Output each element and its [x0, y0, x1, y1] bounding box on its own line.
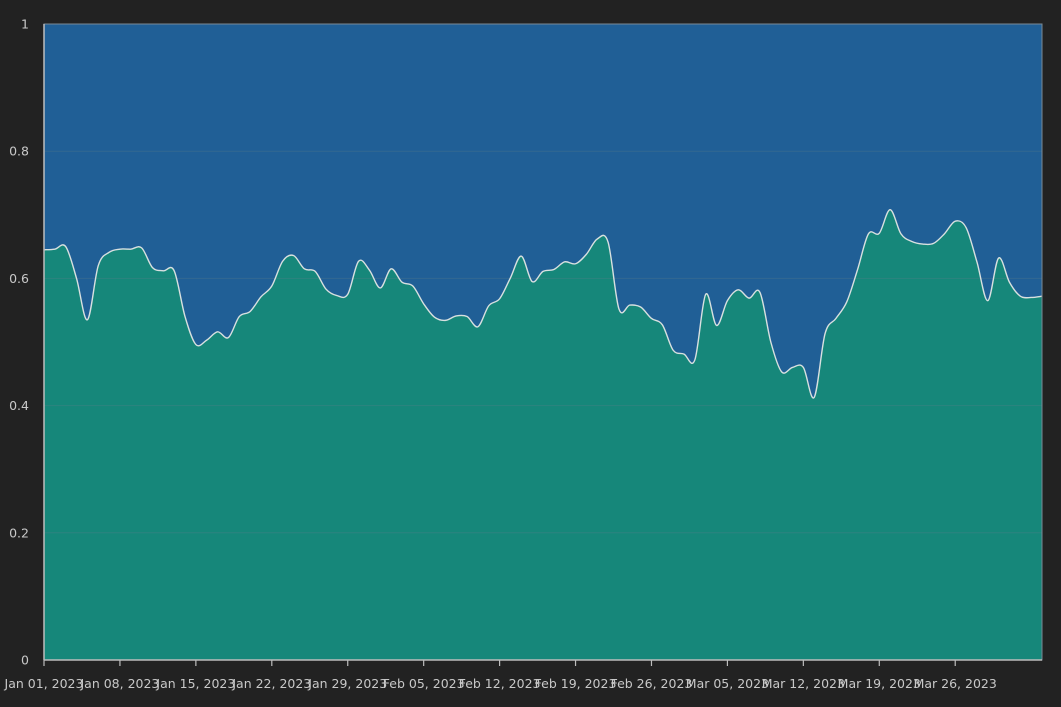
y-tick-label: 0.8 [9, 144, 29, 159]
y-tick-label: 0 [21, 653, 29, 668]
grid-lines [44, 150, 1042, 534]
series-boundary-line [43, 209, 1043, 399]
y-tick-label: 1 [21, 17, 29, 32]
series-area-lower [44, 209, 1042, 660]
axes [43, 23, 1043, 661]
area-layer [44, 24, 1042, 660]
x-tick-label: Feb 12, 2023 [459, 676, 541, 691]
y-tick-label: 0.4 [9, 398, 29, 413]
x-tick-label: Feb 26, 2023 [611, 676, 693, 691]
x-tick-label: Mar 19, 2023 [838, 676, 921, 691]
x-tick-label: Jan 22, 2023 [231, 676, 311, 691]
x-tick-label: Mar 12, 2023 [762, 676, 845, 691]
series-area-upper [44, 24, 1042, 399]
y-tick-label: 0.2 [9, 525, 29, 540]
x-tick-label: Jan 01, 2023 [4, 676, 84, 691]
x-tick-label: Jan 15, 2023 [155, 676, 235, 691]
x-tick-label: Feb 05, 2023 [383, 676, 465, 691]
x-tick-label: Feb 19, 2023 [535, 676, 617, 691]
x-tick-label: Jan 29, 2023 [307, 676, 387, 691]
y-axis-ticks: 0 0.2 0.4 0.6 0.8 1 [9, 17, 29, 668]
x-tick-label: Mar 26, 2023 [914, 676, 997, 691]
x-tick-label: Mar 05, 2023 [686, 676, 769, 691]
y-tick-label: 0.6 [9, 271, 29, 286]
series-boundary-layer [43, 209, 1043, 399]
x-tick-label: Jan 08, 2023 [79, 676, 159, 691]
